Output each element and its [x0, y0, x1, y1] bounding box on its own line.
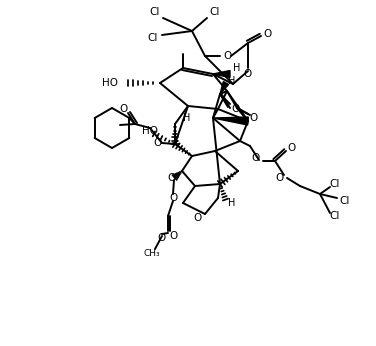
Polygon shape — [213, 71, 230, 78]
Text: O: O — [249, 113, 257, 123]
Text: O: O — [264, 29, 272, 39]
Text: O: O — [244, 69, 252, 79]
Text: O: O — [224, 51, 232, 61]
Text: HO: HO — [102, 78, 118, 88]
Polygon shape — [213, 117, 248, 125]
Text: O: O — [158, 233, 166, 243]
Text: O: O — [154, 138, 162, 148]
Text: H: H — [228, 198, 235, 208]
Polygon shape — [220, 82, 229, 94]
Text: O: O — [252, 153, 260, 163]
Text: Cl: Cl — [148, 33, 158, 43]
Text: Cl: Cl — [340, 196, 350, 206]
Text: HO: HO — [142, 126, 158, 136]
Text: CH₃: CH₃ — [144, 249, 160, 258]
Text: H: H — [228, 76, 235, 86]
Text: O: O — [288, 143, 296, 153]
Text: O: O — [169, 231, 177, 241]
Text: Cl: Cl — [150, 7, 160, 17]
Text: H: H — [233, 63, 241, 73]
Text: O: O — [169, 193, 177, 203]
Text: Cl: Cl — [330, 179, 340, 189]
Text: Cl: Cl — [330, 211, 340, 221]
Text: Cl: Cl — [210, 7, 220, 17]
Text: H: H — [183, 113, 190, 123]
Text: O: O — [276, 173, 284, 183]
Text: O: O — [232, 104, 240, 114]
Text: O: O — [168, 173, 176, 183]
Text: O: O — [119, 104, 127, 114]
Text: O: O — [194, 213, 202, 223]
